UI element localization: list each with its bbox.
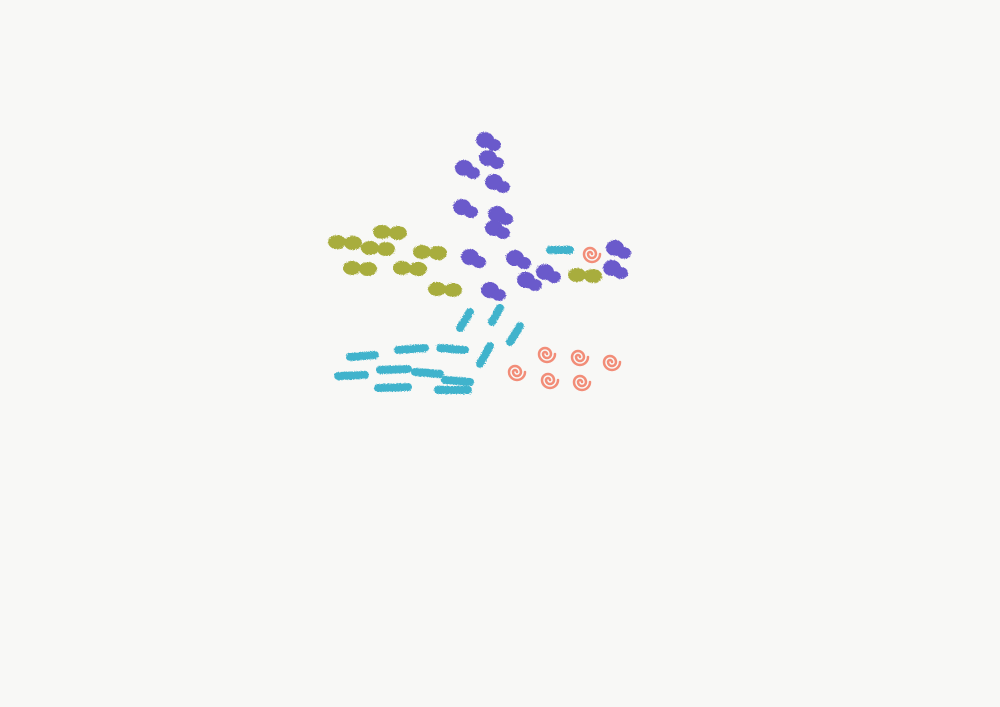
- cyan-dashes: [334, 246, 574, 394]
